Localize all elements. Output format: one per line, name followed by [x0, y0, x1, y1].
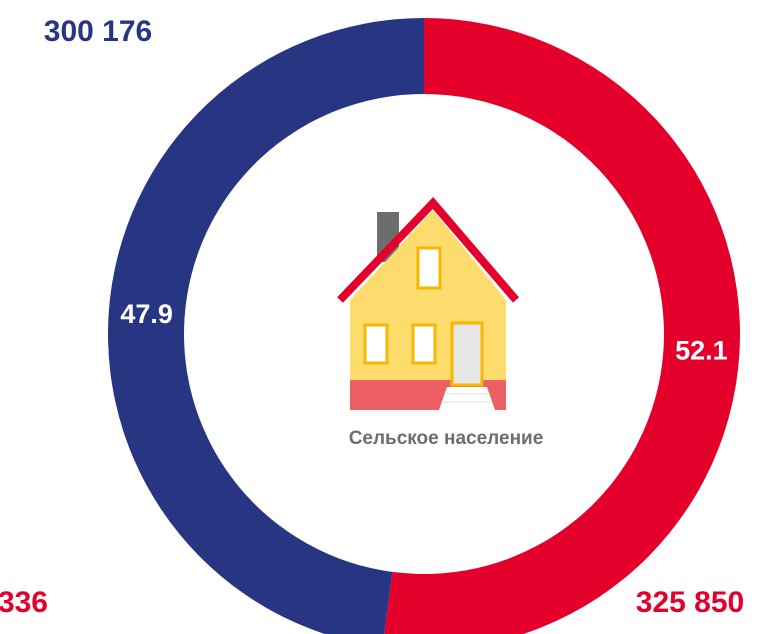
value-label: 47.9	[120, 299, 173, 329]
center-label: Сельское население	[349, 428, 544, 449]
donut-segment	[384, 18, 740, 634]
annotation: 325 850	[636, 586, 744, 619]
house-icon	[337, 197, 520, 410]
annotation: 336	[0, 586, 48, 619]
value-label: 52.1	[675, 335, 728, 365]
donut-segment	[108, 18, 424, 634]
annotation: 300 176	[44, 15, 152, 48]
